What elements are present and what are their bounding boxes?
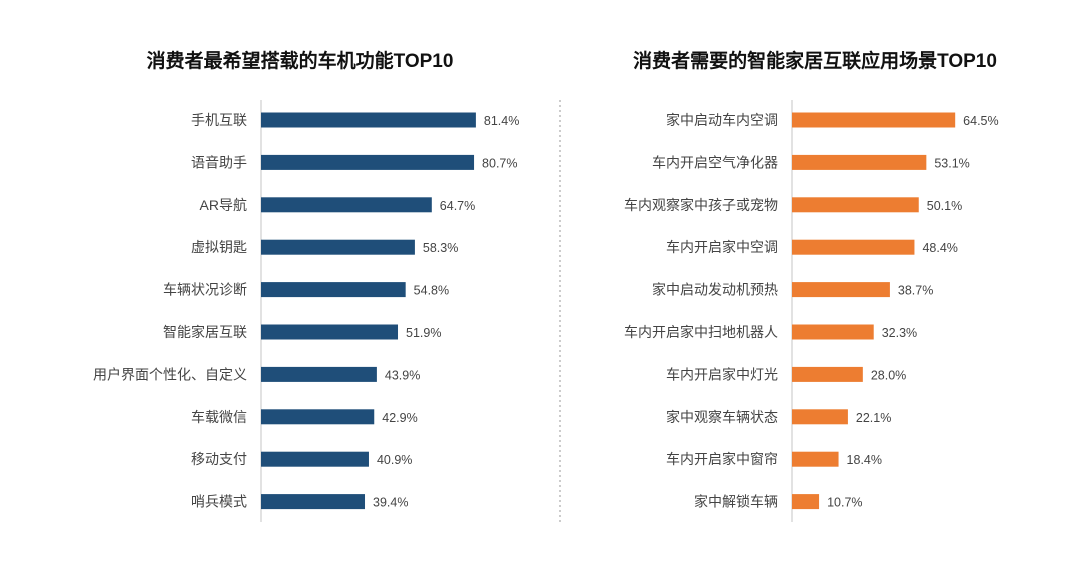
chart-title: 消费者最希望搭载的车机功能TOP10 xyxy=(147,49,454,72)
bar xyxy=(792,451,839,467)
data-label: 51.9% xyxy=(406,326,441,340)
bar xyxy=(261,197,432,213)
data-label: 64.5% xyxy=(963,114,998,128)
data-label: 58.3% xyxy=(423,241,458,255)
category-label: 虚拟钥匙 xyxy=(191,239,247,255)
bar xyxy=(261,154,475,170)
bar xyxy=(792,282,890,298)
bar xyxy=(792,112,956,128)
data-label: 40.9% xyxy=(377,453,412,467)
bar xyxy=(261,112,476,128)
bar xyxy=(792,366,863,382)
data-label: 28.0% xyxy=(871,368,906,382)
bar xyxy=(261,282,406,298)
category-label: 家中解锁车辆 xyxy=(694,494,778,510)
category-label: 用户界面个性化、自定义 xyxy=(93,366,247,382)
bar xyxy=(261,451,369,467)
category-label: 车内开启家中空调 xyxy=(666,239,778,255)
data-label: 81.4% xyxy=(484,114,519,128)
category-label: 车载微信 xyxy=(191,409,247,425)
data-label: 43.9% xyxy=(385,368,420,382)
category-label: 车内开启家中窗帘 xyxy=(666,451,778,467)
category-label: 智能家居互联 xyxy=(163,324,247,340)
bar xyxy=(792,239,915,255)
bar xyxy=(792,154,927,170)
category-label: 手机互联 xyxy=(191,112,247,128)
category-label: 车内开启家中灯光 xyxy=(666,366,778,382)
data-label: 18.4% xyxy=(847,453,882,467)
bar xyxy=(261,324,399,340)
category-label: 语音助手 xyxy=(191,154,247,170)
data-label: 54.8% xyxy=(414,284,449,298)
category-label: 哨兵模式 xyxy=(191,494,247,510)
bar xyxy=(792,197,919,213)
category-label: 移动支付 xyxy=(191,451,247,467)
bar xyxy=(792,409,848,425)
category-label: 家中启动发动机预热 xyxy=(652,282,778,298)
data-label: 39.4% xyxy=(373,496,408,510)
bar xyxy=(792,324,874,340)
category-label: 车内开启家中扫地机器人 xyxy=(624,324,778,340)
chart-title: 消费者需要的智能家居互联应用场景TOP10 xyxy=(633,49,997,72)
data-label: 48.4% xyxy=(922,241,957,255)
bar xyxy=(261,494,366,510)
category-label: 家中观察车辆状态 xyxy=(666,409,778,425)
data-label: 64.7% xyxy=(440,199,475,213)
bar xyxy=(792,494,820,510)
data-label: 80.7% xyxy=(482,156,517,170)
data-label: 42.9% xyxy=(382,411,417,425)
category-label: 车内开启空气净化器 xyxy=(652,154,778,170)
category-label: 车内观察家中孩子或宠物 xyxy=(624,197,778,213)
category-label: 车辆状况诊断 xyxy=(163,282,247,298)
data-label: 32.3% xyxy=(882,326,917,340)
data-label: 53.1% xyxy=(934,156,969,170)
data-label: 50.1% xyxy=(927,199,962,213)
bar xyxy=(261,239,415,255)
category-label: AR导航 xyxy=(200,197,247,213)
category-label: 家中启动车内空调 xyxy=(666,112,778,128)
bar xyxy=(261,366,377,382)
data-label: 38.7% xyxy=(898,284,933,298)
data-label: 22.1% xyxy=(856,411,891,425)
data-label: 10.7% xyxy=(827,496,862,510)
bar xyxy=(261,409,375,425)
